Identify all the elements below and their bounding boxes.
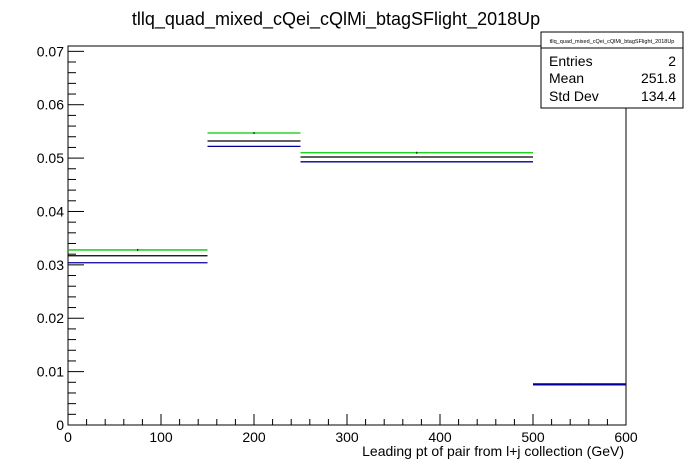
stats-stddev-label: Std Dev (549, 88, 599, 104)
x-tick-label: 600 (614, 429, 638, 445)
x-tick-label: 300 (335, 429, 359, 445)
y-tick-label: 0.07 (37, 43, 64, 59)
y-axis: 0 0.01 0.02 0.03 0.04 0.05 0.06 0.07 (37, 43, 84, 433)
y-tick-label: 0.04 (37, 203, 64, 219)
x-tick-label: 100 (149, 429, 173, 445)
stats-stddev-value: 134.4 (641, 88, 676, 104)
y-tick-label: 0.05 (37, 150, 64, 166)
y-tick-label: 0.06 (37, 97, 64, 113)
stats-box: tllq_quad_mixed_cQei_cQlMi_btagSFlight_2… (540, 31, 684, 109)
x-tick-label: 500 (521, 429, 545, 445)
x-tick-label: 200 (242, 429, 266, 445)
histogram-series (68, 132, 626, 386)
stats-entries-value: 2 (668, 53, 676, 69)
y-tick-label: 0.02 (37, 310, 64, 326)
x-tick-label: 400 (428, 429, 452, 445)
stats-mean-label: Mean (549, 70, 584, 86)
y-tick-label: 0.01 (37, 364, 64, 380)
chart-title: tllq_quad_mixed_cQei_cQlMi_btagSFlight_2… (132, 9, 540, 30)
stats-entries-label: Entries (549, 53, 593, 69)
y-tick-label: 0 (56, 417, 64, 433)
y-tick-label: 0.03 (37, 257, 64, 273)
stats-box-name: tllq_quad_mixed_cQei_cQlMi_btagSFlight_2… (550, 39, 675, 45)
stats-mean-value: 251.8 (641, 70, 676, 86)
x-axis: 0 100 200 300 400 500 600 (64, 414, 638, 445)
x-tick-label: 0 (64, 429, 72, 445)
x-axis-label: Leading pt of pair from l+j collection (… (362, 443, 624, 459)
